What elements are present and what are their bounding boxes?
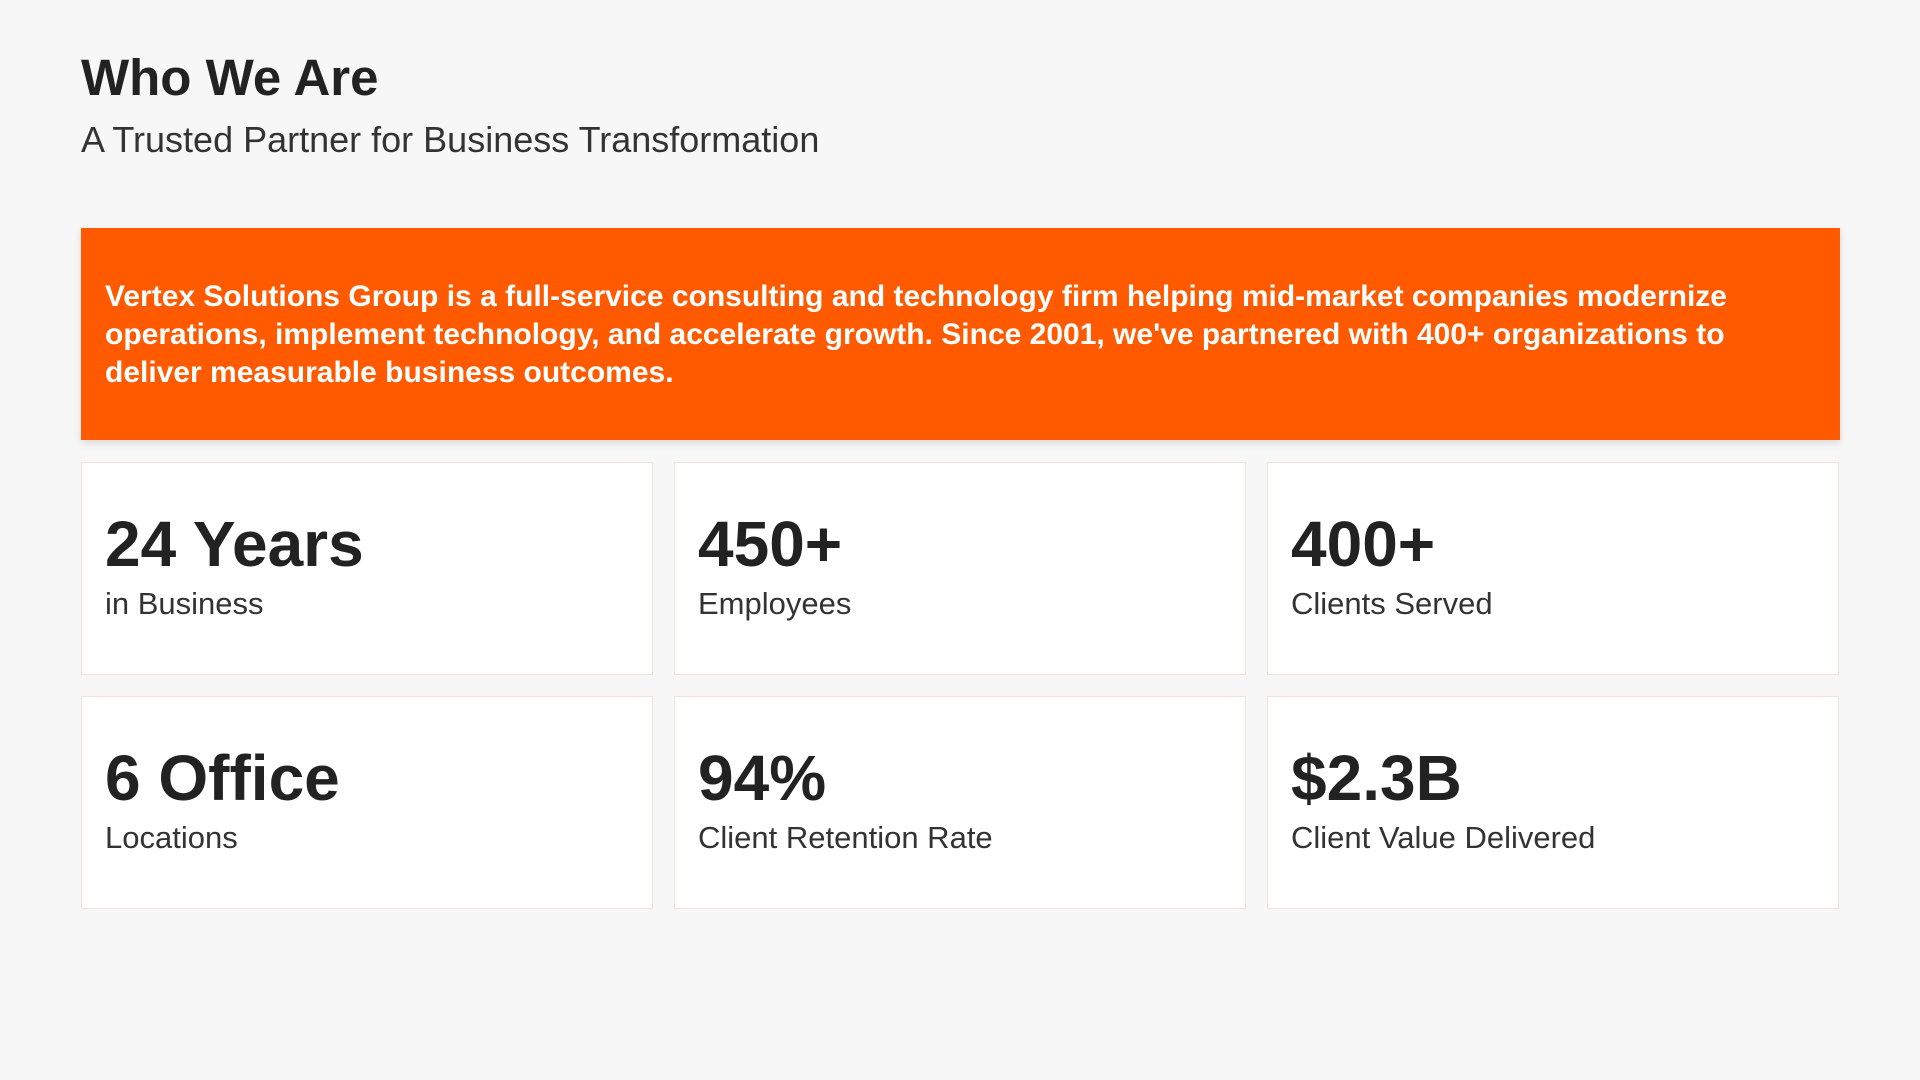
stat-card-retention: 94% Client Retention Rate bbox=[674, 696, 1246, 909]
page-subtitle: A Trusted Partner for Business Transform… bbox=[81, 119, 820, 160]
company-summary-banner: Vertex Solutions Group is a full-service… bbox=[81, 228, 1840, 440]
stat-value: $2.3B bbox=[1291, 742, 1462, 814]
stat-value: 24 Years bbox=[105, 508, 364, 580]
slide: Who We Are A Trusted Partner for Busines… bbox=[81, 0, 1840, 1080]
stat-value: 400+ bbox=[1291, 508, 1436, 580]
stat-card-years: 24 Years in Business bbox=[81, 462, 653, 675]
stat-label: Clients Served bbox=[1291, 586, 1493, 622]
stat-value: 6 Office bbox=[105, 742, 340, 814]
page-title: Who We Are bbox=[81, 49, 379, 106]
stat-card-employees: 450+ Employees bbox=[674, 462, 1246, 675]
company-summary-text: Vertex Solutions Group is a full-service… bbox=[105, 280, 1727, 389]
stat-value: 450+ bbox=[698, 508, 843, 580]
stats-grid: 24 Years in Business 450+ Employees 400+… bbox=[81, 462, 1840, 909]
stat-card-value: $2.3B Client Value Delivered bbox=[1267, 696, 1839, 909]
stat-value: 94% bbox=[698, 742, 827, 814]
stat-card-clients: 400+ Clients Served bbox=[1267, 462, 1839, 675]
stat-label: Employees bbox=[698, 586, 852, 622]
stat-card-offices: 6 Office Locations bbox=[81, 696, 653, 909]
stat-label: Client Value Delivered bbox=[1291, 820, 1596, 856]
stat-label: Locations bbox=[105, 820, 238, 856]
stat-label: Client Retention Rate bbox=[698, 820, 993, 856]
stat-label: in Business bbox=[105, 586, 264, 622]
